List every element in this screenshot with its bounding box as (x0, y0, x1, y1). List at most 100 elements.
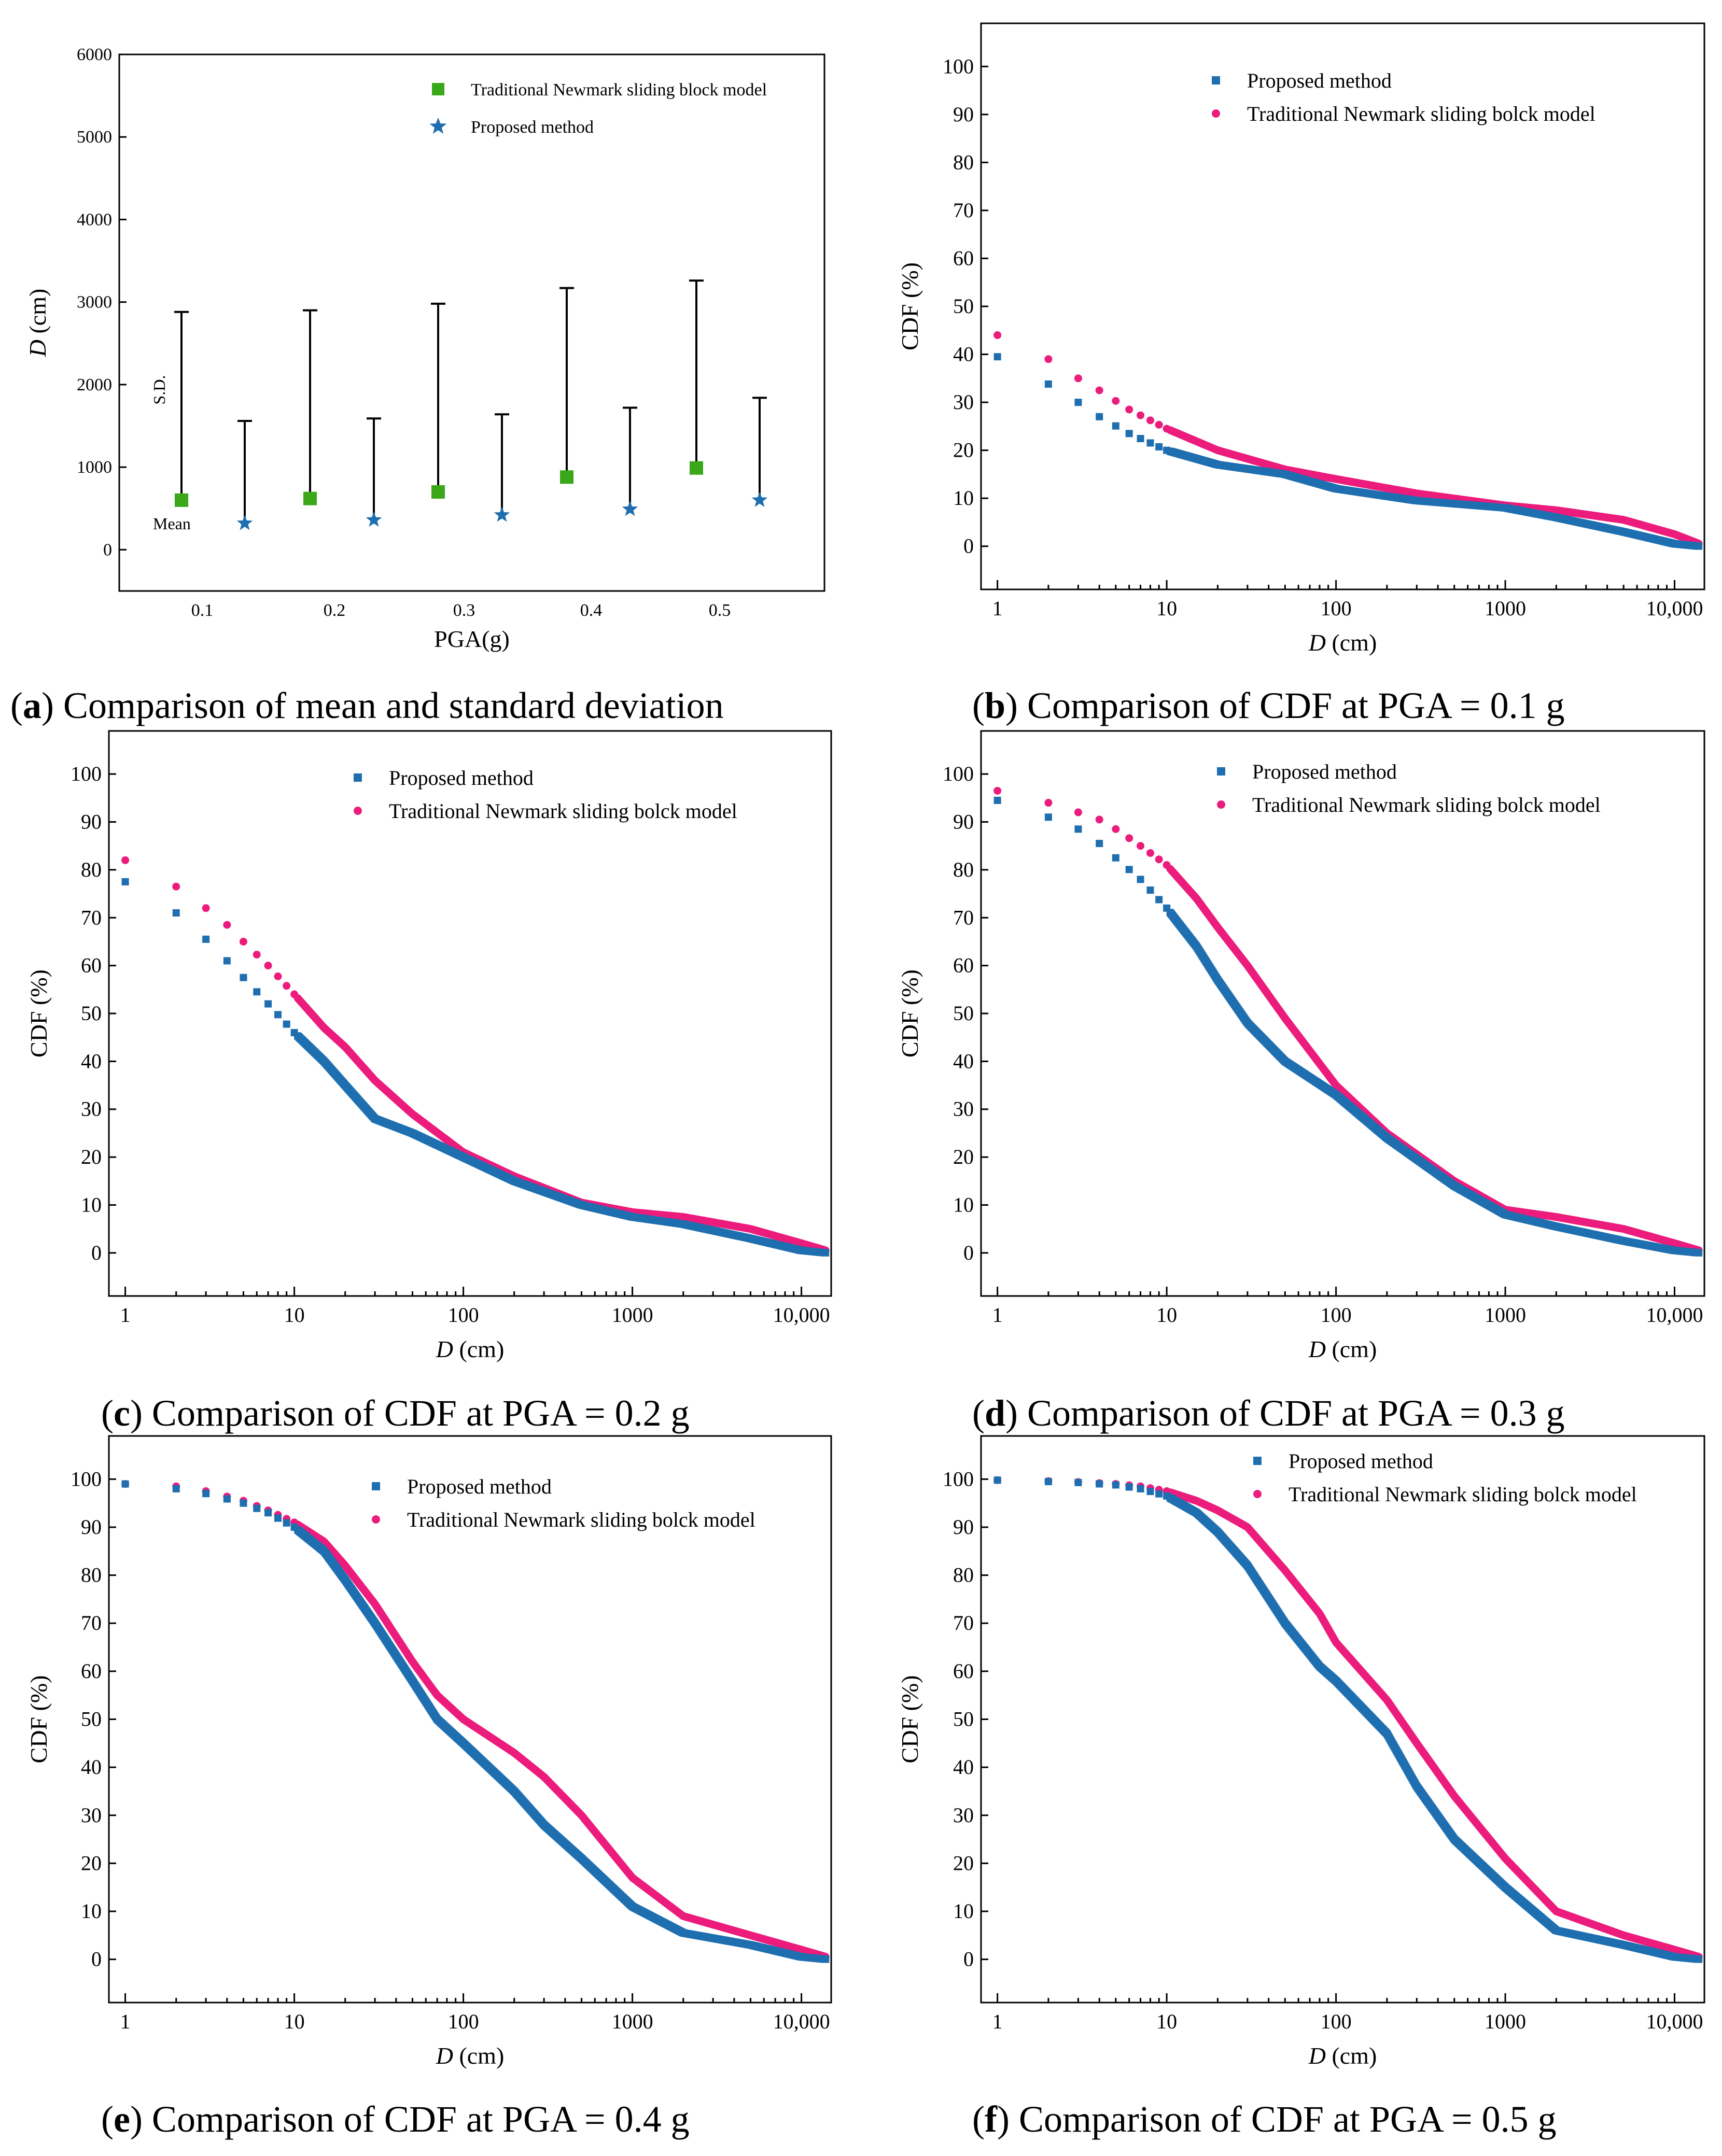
mean-marker (690, 461, 703, 475)
caption-part: ( (972, 1392, 985, 1434)
data-point (1112, 422, 1119, 430)
x-tick-label: 0.3 (453, 601, 475, 620)
data-point (822, 1249, 830, 1257)
legend-marker (1212, 109, 1220, 118)
mean-marker (175, 493, 188, 507)
data-point (264, 962, 272, 970)
y-tick-label: 40 (953, 1049, 974, 1073)
x-tick-label: 1000 (1485, 1303, 1526, 1327)
x-tick-label: 0.5 (709, 601, 731, 620)
x-tick-label: 1000 (1485, 597, 1526, 620)
y-tick-label: 50 (953, 1002, 974, 1025)
data-point (202, 935, 210, 943)
y-tick-label: 40 (81, 1755, 102, 1779)
data-point (1146, 439, 1154, 447)
y-tick-label: 6000 (77, 45, 112, 64)
mean-marker (303, 491, 317, 505)
data-point (1096, 840, 1103, 848)
y-tick-label: 80 (81, 1563, 102, 1587)
x-tick-label: 1 (992, 1303, 1003, 1327)
y-tick-label: 30 (81, 1803, 102, 1827)
y-axis-label: CDF (%) (25, 969, 52, 1058)
data-point (1155, 855, 1163, 864)
data-point (223, 957, 231, 965)
legend-marker (429, 117, 447, 134)
x-tick-label: 10,000 (773, 2010, 830, 2033)
y-tick-label: 100 (71, 762, 102, 785)
y-tick-label: 10 (81, 1193, 102, 1216)
data-point (283, 982, 291, 990)
y-axis-label: D (cm) (24, 289, 51, 358)
data-point (264, 1000, 272, 1008)
y-tick-label: 10 (953, 1193, 974, 1216)
y-tick-label: 30 (953, 390, 974, 414)
caption-part: c (114, 1392, 130, 1434)
x-tick-label: 1000 (612, 2010, 653, 2033)
x-axis-label: D (cm) (436, 1336, 505, 1362)
y-tick-label: 70 (953, 906, 974, 929)
x-tick-label: 1 (992, 597, 1003, 620)
data-point (1155, 443, 1163, 450)
panel-caption: (a) Comparison of mean and standard devi… (10, 685, 724, 726)
x-tick-label: 1 (120, 1303, 131, 1327)
y-tick-label: 70 (81, 906, 102, 929)
caption-part: ) Comparison of mean and standard deviat… (41, 685, 724, 726)
x-tick-label: 10 (284, 2010, 305, 2033)
data-point (1125, 866, 1133, 873)
y-tick-label: 10 (953, 486, 974, 510)
data-point (240, 974, 247, 981)
data-point (1155, 420, 1163, 429)
y-tick-label: 50 (81, 1002, 102, 1025)
y-tick-label: 10 (81, 1899, 102, 1923)
x-tick-label: 10 (1156, 1303, 1177, 1327)
panel-caption: (c) Comparison of CDF at PGA = 0.2 g (101, 1392, 690, 1434)
x-tick-label: 10,000 (1646, 1303, 1703, 1327)
data-point (1125, 405, 1133, 414)
data-point (1074, 374, 1082, 383)
data-point (172, 882, 180, 891)
y-tick-label: 100 (943, 762, 974, 785)
data-point (1125, 834, 1133, 842)
mean-marker (494, 506, 510, 522)
data-point (1125, 430, 1133, 438)
data-point (253, 988, 261, 996)
data-point (172, 909, 180, 917)
legend-label: Proposed method (471, 118, 594, 137)
mean-marker (751, 491, 768, 507)
x-tick-label: 10,000 (1646, 597, 1703, 620)
caption-part: a (23, 685, 41, 726)
data-point (121, 856, 130, 864)
panel-caption: (d) Comparison of CDF at PGA = 0.3 g (972, 1392, 1565, 1434)
x-tick-label: 1000 (612, 1303, 653, 1327)
x-axis-label-part: (cm) (1326, 1336, 1377, 1362)
y-tick-label: 90 (81, 810, 102, 834)
caption-part: ( (10, 685, 23, 726)
x-tick-label: 100 (448, 2010, 479, 2033)
caption-part: d (985, 1392, 1005, 1434)
data-point (1137, 411, 1145, 419)
legend-marker (1212, 76, 1220, 84)
caption-part: ) Comparison of CDF at PGA = 0.3 g (1005, 1392, 1565, 1434)
y-axis-label: CDF (%) (897, 969, 923, 1058)
data-point (1044, 813, 1052, 821)
y-tick-label: 60 (81, 954, 102, 977)
data-point (1146, 849, 1154, 857)
series-proposed (993, 353, 1703, 550)
y-tick-label: 80 (953, 150, 974, 174)
x-tick-label: 10 (1156, 597, 1177, 620)
data-point (1112, 854, 1119, 862)
legend-marker (354, 807, 362, 815)
mean-marker (431, 485, 445, 499)
y-tick-label: 0 (91, 1948, 102, 1971)
x-tick-label: 100 (1321, 597, 1352, 620)
legend-marker (354, 773, 362, 782)
y-tick-label: 60 (953, 246, 974, 270)
data-point (274, 972, 282, 980)
mean-marker (622, 501, 638, 516)
x-tick-label: 10 (284, 1303, 305, 1327)
y-tick-label: 0 (963, 1241, 974, 1264)
mean-marker (366, 511, 382, 527)
y-tick-label: 60 (81, 1659, 102, 1683)
